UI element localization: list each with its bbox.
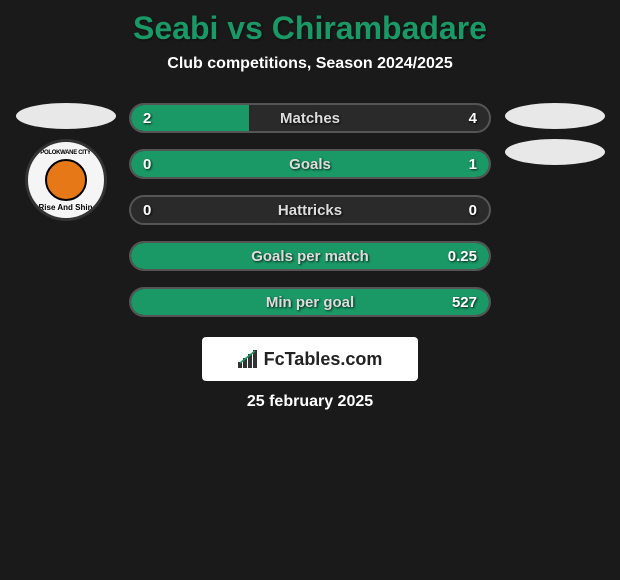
player-left-club-badge: POLOKWANE CITY Rise And Shin <box>25 139 107 221</box>
stat-bar: 0 Hattricks 0 <box>129 195 491 225</box>
page-title: Seabi vs Chirambadare <box>0 10 620 47</box>
right-player-col <box>497 103 612 165</box>
stat-bar: 2 Matches 4 <box>129 103 491 133</box>
stat-value-right: 4 <box>469 110 477 127</box>
comparison-row: POLOKWANE CITY Rise And Shin 2 Matches 4 0 G… <box>0 103 620 317</box>
stat-bar: Goals per match 0.25 <box>129 241 491 271</box>
stat-value-left: 0 <box>143 156 151 173</box>
stat-value-left: 2 <box>143 110 151 127</box>
stat-bar: 0 Goals 1 <box>129 149 491 179</box>
player-right-club-placeholder <box>505 139 605 165</box>
stat-label: Hattricks <box>278 202 342 219</box>
player-left-portrait-placeholder <box>16 103 116 129</box>
player-right-portrait-placeholder <box>505 103 605 129</box>
badge-inner-icon <box>45 159 87 201</box>
site-logo: FcTables.com <box>202 337 418 381</box>
badge-top-text: POLOKWANE CITY <box>40 150 90 156</box>
stat-label: Min per goal <box>266 294 354 311</box>
stat-label: Matches <box>280 110 340 127</box>
chart-icon <box>238 350 260 368</box>
stats-bars: 2 Matches 4 0 Goals 1 0 Hattricks 0 Goals per mat… <box>123 103 497 317</box>
stat-bar: Min per goal 527 <box>129 287 491 317</box>
stat-value-right: 0.25 <box>448 248 477 265</box>
left-player-col: POLOKWANE CITY Rise And Shin <box>8 103 123 221</box>
stat-label: Goals per match <box>251 248 369 265</box>
stat-value-right: 1 <box>469 156 477 173</box>
stat-value-left: 0 <box>143 202 151 219</box>
logo-text: FcTables.com <box>264 349 383 370</box>
subtitle: Club competitions, Season 2024/2025 <box>0 55 620 73</box>
date-text: 25 february 2025 <box>0 393 620 411</box>
badge-bottom-text: Rise And Shin <box>39 203 93 212</box>
stat-value-right: 0 <box>469 202 477 219</box>
stat-label: Goals <box>289 156 331 173</box>
stat-value-right: 527 <box>452 294 477 311</box>
